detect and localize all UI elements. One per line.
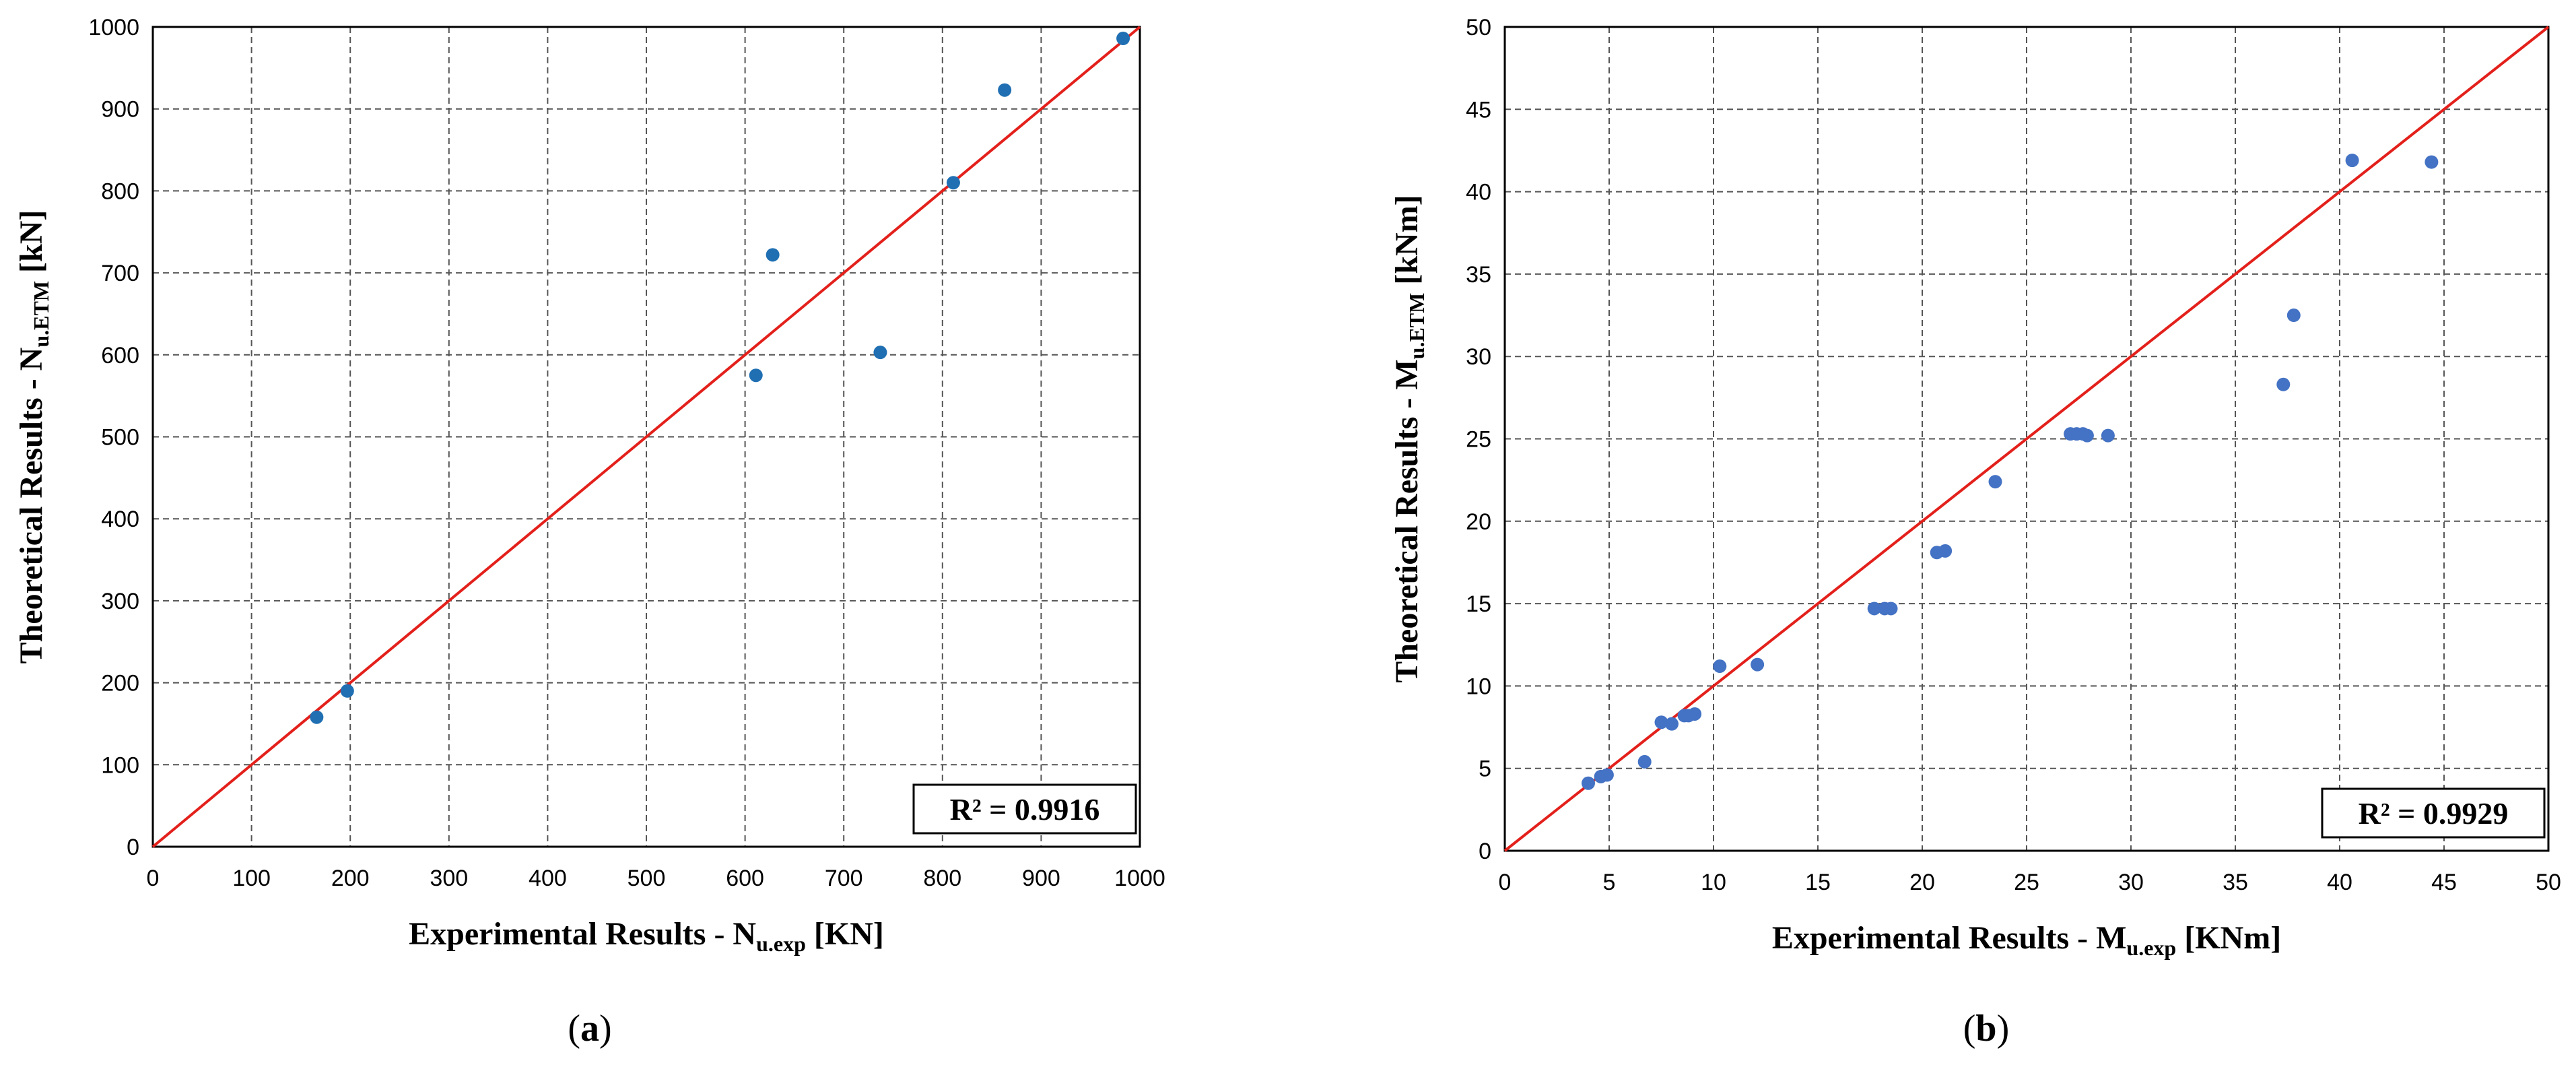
x-tick-label: 45 — [2431, 870, 2457, 895]
data-point — [1713, 659, 1727, 674]
data-point — [2425, 155, 2439, 169]
data-point — [766, 248, 780, 262]
y-tick-label: 100 — [101, 752, 139, 778]
x-tick-label: 300 — [430, 866, 468, 891]
y-tick-label: 25 — [1466, 427, 1491, 453]
data-points-a — [310, 32, 1130, 724]
plot-frame-b — [1503, 26, 2550, 852]
reference-line-a — [151, 26, 1141, 848]
x-tick-label: 600 — [726, 866, 764, 891]
data-point — [1938, 544, 1953, 558]
y-tick-label: 0 — [127, 835, 139, 860]
r2-box-a: R² = 0.9916 — [912, 783, 1137, 835]
x-axis-title-b: Experimental Results - Mu.exp [KNm] — [1772, 920, 2281, 960]
y-tick-label: 800 — [101, 179, 139, 204]
data-point — [2080, 428, 2094, 443]
data-point — [873, 346, 887, 360]
r2-box-b: R² = 0.9929 — [2321, 787, 2546, 839]
x-tick-label: 100 — [232, 866, 271, 891]
plot-frame-a — [151, 26, 1141, 848]
x-tick-label: 0 — [1499, 870, 1512, 895]
x-tick-label: 40 — [2327, 870, 2352, 895]
x-axis-title-a: Experimental Results - Nu.exp [KN] — [409, 916, 884, 956]
y-tick-label: 40 — [1466, 180, 1491, 205]
data-point — [1688, 707, 1702, 721]
data-points-b — [1582, 154, 2439, 790]
x-tick-label: 15 — [1805, 870, 1831, 895]
r2-label-a: R² = 0.9916 — [950, 792, 1100, 827]
y-tick-label: 45 — [1466, 97, 1491, 123]
y-tick-label: 5 — [1479, 756, 1491, 782]
chart-panel-a: 0 100 200 300 400 500 600 700 800 900 1000 0 100 200… — [13, 15, 1165, 1049]
x-tick-label: 500 — [628, 866, 666, 891]
data-point — [1988, 475, 2002, 489]
data-point — [2286, 309, 2301, 323]
data-point — [1867, 602, 1881, 616]
data-point — [1116, 32, 1130, 46]
y-tick-label: 30 — [1466, 344, 1491, 370]
x-tick-label: 10 — [1701, 870, 1726, 895]
x-tick-label: 5 — [1603, 870, 1616, 895]
data-point — [1751, 657, 1765, 672]
y-tick-label: 35 — [1466, 262, 1491, 288]
x-tick-label: 1000 — [1114, 866, 1165, 891]
y-tick-label: 300 — [101, 589, 139, 614]
x-tick-label: 800 — [923, 866, 961, 891]
y-tick-label: 200 — [101, 671, 139, 697]
data-point — [1600, 768, 1614, 782]
x-tick-label: 25 — [2014, 870, 2039, 895]
y-tick-label: 10 — [1466, 674, 1491, 699]
y-tick-label: 700 — [101, 261, 139, 286]
data-point — [1654, 715, 1668, 730]
data-point — [946, 176, 960, 190]
data-point — [2276, 377, 2291, 391]
y-tick-label: 900 — [101, 97, 139, 123]
data-point — [749, 368, 763, 383]
x-tick-label: 0 — [147, 866, 160, 891]
y-ticks-a: 0 100 200 300 400 500 600 700 800 900 1000 — [88, 15, 139, 860]
y-axis-title-a: Theoretical Results - Nu.ETM [kN] — [13, 210, 53, 664]
y-tick-label: 0 — [1479, 839, 1491, 864]
x-tick-label: 30 — [2118, 870, 2144, 895]
data-point — [2345, 154, 2359, 168]
data-point — [998, 83, 1012, 97]
y-tick-label: 400 — [101, 507, 139, 532]
panel-caption-b: (b) — [1963, 1008, 2009, 1049]
r2-label-b: R² = 0.9929 — [2359, 796, 2509, 831]
data-point — [1582, 776, 1595, 790]
data-point — [1884, 602, 1898, 616]
x-tick-label: 35 — [2223, 870, 2248, 895]
y-tick-label: 15 — [1466, 591, 1491, 617]
x-ticks-b: 0 5 10 15 20 25 30 35 40 45 50 — [1499, 870, 2561, 895]
y-ticks-b: 0 5 10 15 20 25 30 35 40 45 50 — [1466, 15, 1491, 864]
data-point — [1637, 754, 1652, 769]
x-tick-label: 900 — [1022, 866, 1060, 891]
y-tick-label: 500 — [101, 425, 139, 451]
grid-a — [153, 27, 1140, 847]
data-point — [310, 710, 324, 724]
chart-panel-b: 0 5 10 15 20 25 30 35 40 45 50 0 5 10 15 20 25 30 35 40 45 5… — [1389, 15, 2561, 1049]
panel-caption-a: (a) — [568, 1008, 611, 1049]
data-point — [1665, 717, 1679, 731]
grid-b — [1505, 27, 2548, 851]
y-tick-label: 1000 — [88, 15, 139, 40]
x-tick-label: 400 — [529, 866, 567, 891]
y-axis-title-b: Theoretical Results - Mu.ETM [kNm] — [1389, 195, 1429, 682]
y-tick-label: 600 — [101, 343, 139, 368]
data-point — [2101, 428, 2115, 443]
x-tick-label: 200 — [331, 866, 370, 891]
x-ticks-a: 0 100 200 300 400 500 600 700 800 900 1000 — [147, 866, 1165, 891]
data-point — [340, 684, 354, 698]
x-tick-label: 50 — [2536, 870, 2561, 895]
x-tick-label: 700 — [825, 866, 863, 891]
x-tick-label: 20 — [1909, 870, 1935, 895]
y-tick-label: 50 — [1466, 15, 1491, 40]
y-tick-label: 20 — [1466, 509, 1491, 535]
